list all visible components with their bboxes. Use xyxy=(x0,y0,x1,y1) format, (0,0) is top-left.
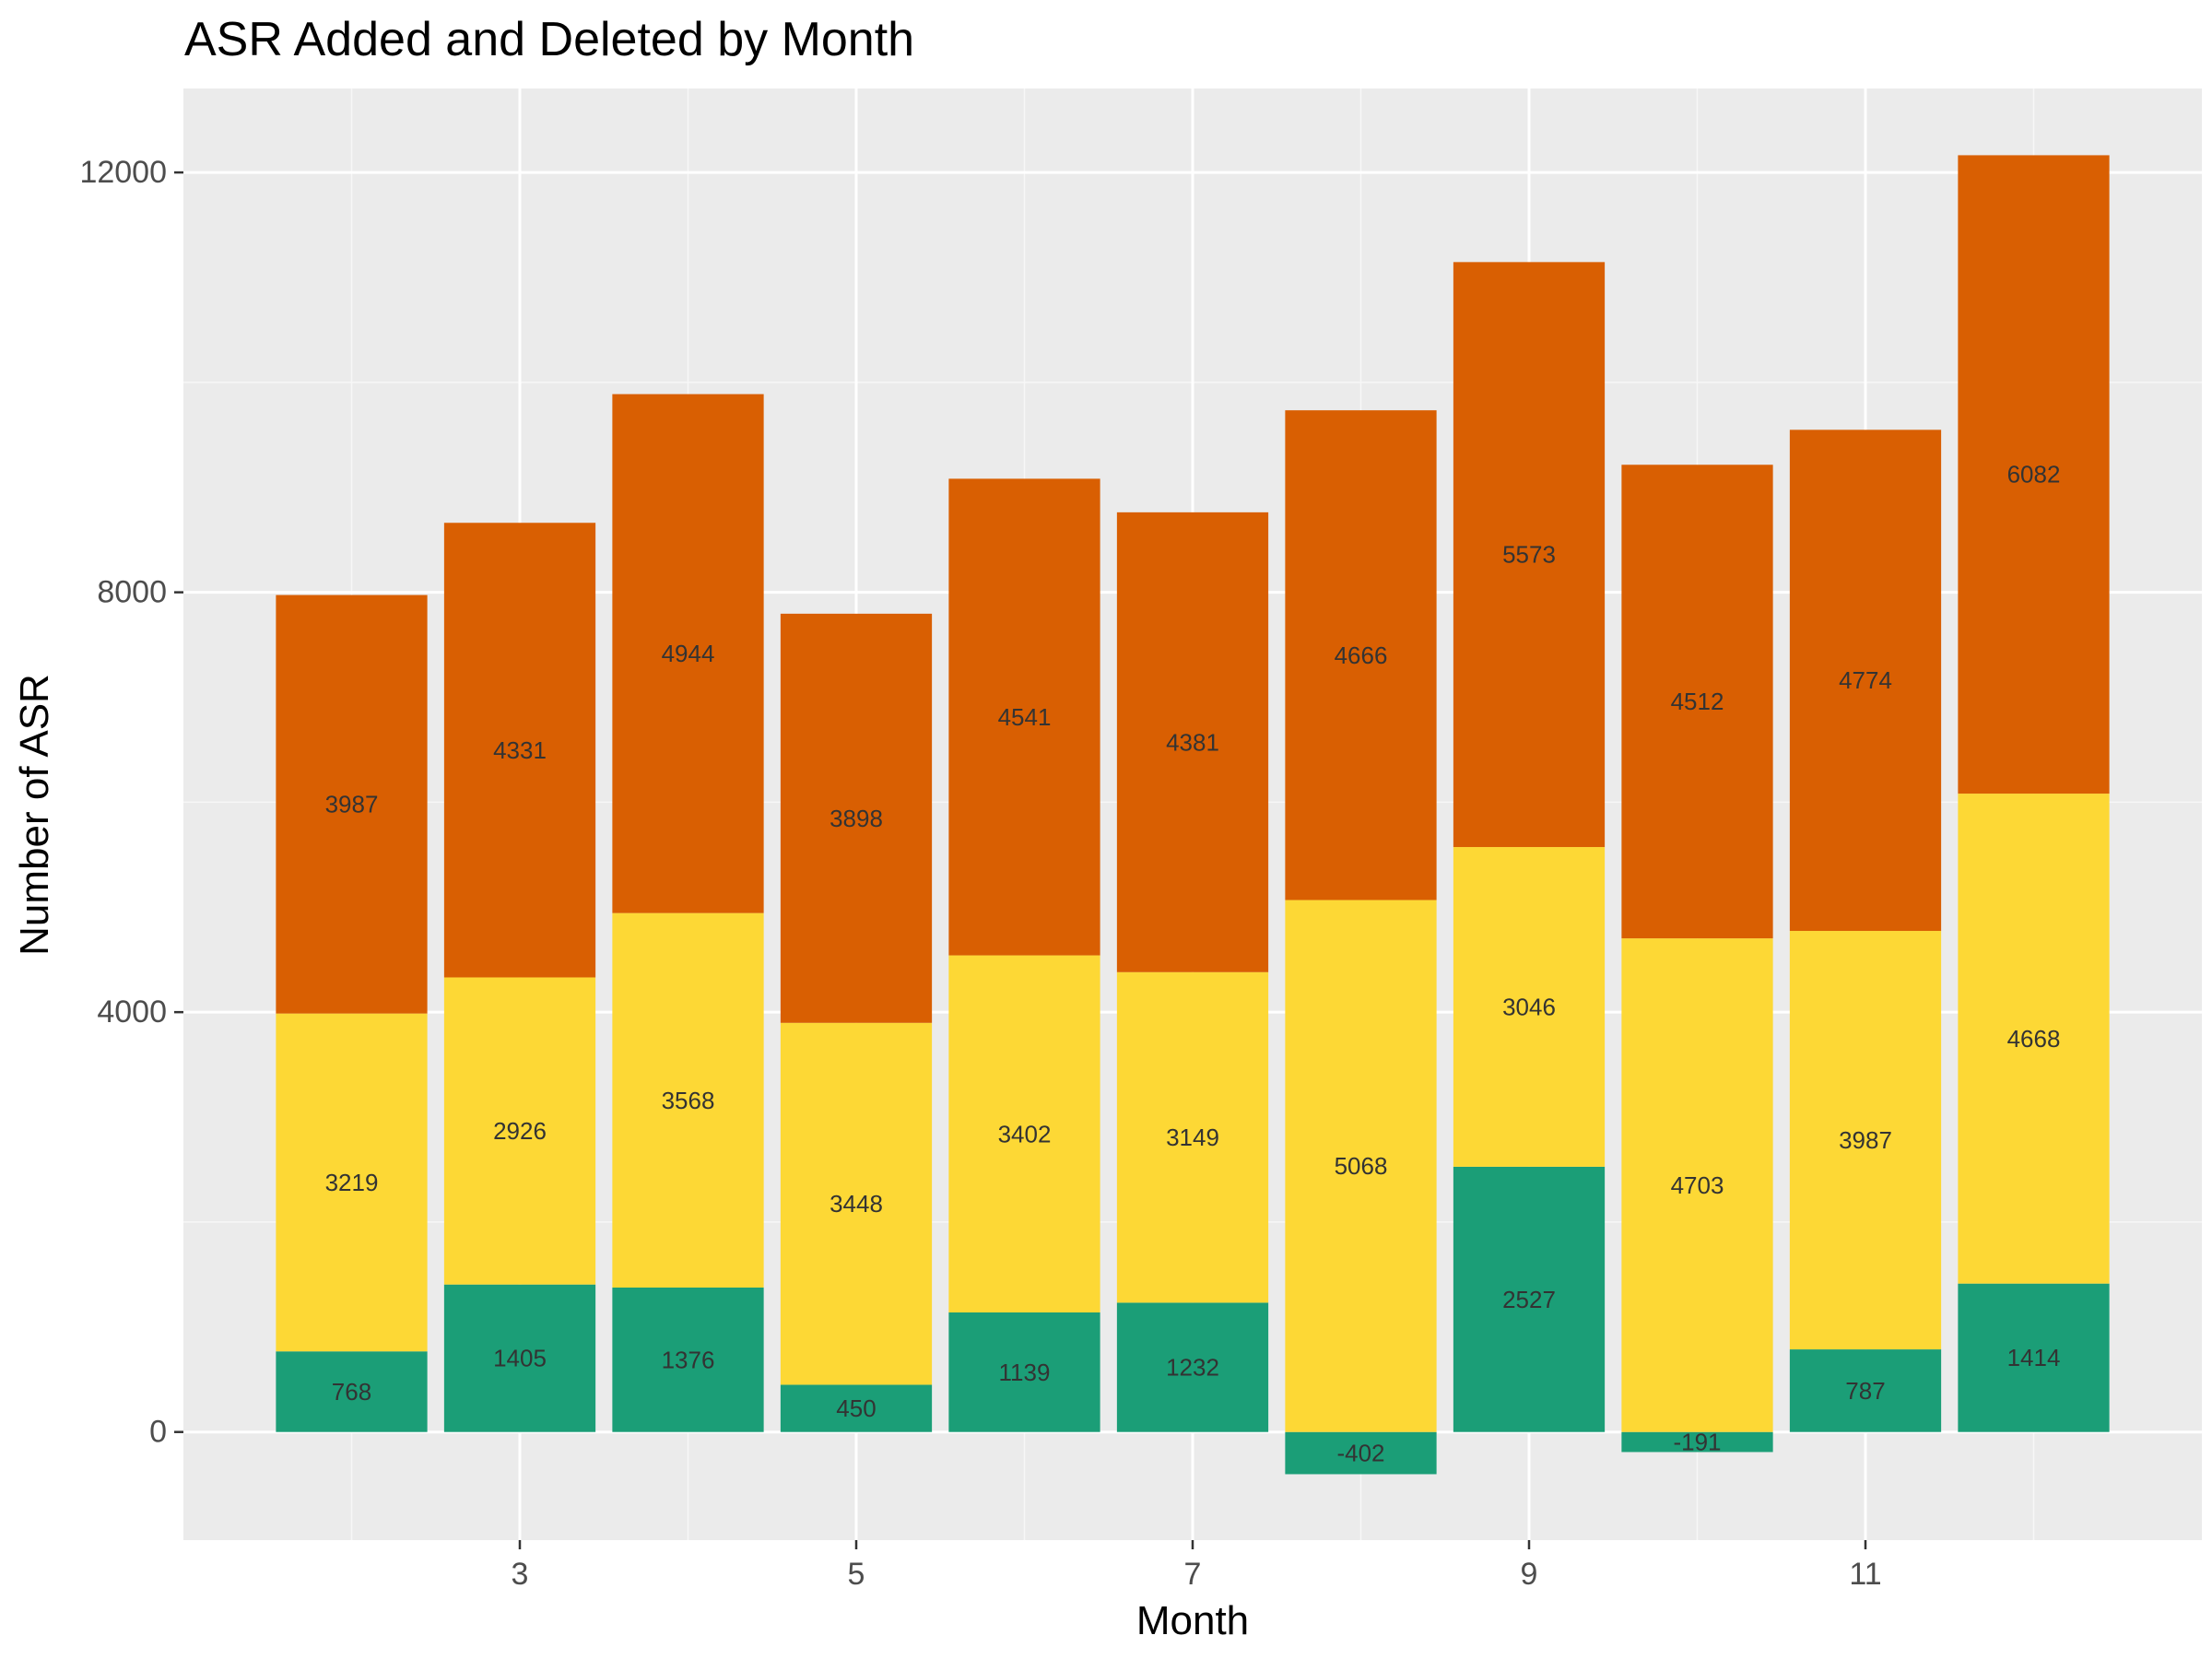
data-label: 3219 xyxy=(325,1169,379,1196)
bar-segment-month-9-series-3 xyxy=(1453,262,1606,848)
bar-segment-month-4-series-3 xyxy=(612,394,764,913)
x-tick-label: 3 xyxy=(512,1557,529,1592)
data-label: 4381 xyxy=(1166,728,1219,756)
bar-segment-month-4-series-2 xyxy=(612,912,764,1288)
bar-segment-month-3-series-2 xyxy=(443,977,596,1285)
x-tick-label: 11 xyxy=(1849,1557,1881,1592)
data-label: 4944 xyxy=(662,640,715,667)
data-label: -191 xyxy=(1673,1429,1721,1456)
x-axis-title: Month xyxy=(1136,1598,1249,1643)
bar-segment-month-6-series-2 xyxy=(948,955,1100,1312)
bar-segment-month-7-series-2 xyxy=(1116,971,1269,1303)
data-label: 768 xyxy=(332,1378,371,1406)
data-label: 3898 xyxy=(830,805,883,832)
data-label: 4331 xyxy=(493,736,547,764)
bar-segment-month-11-series-2 xyxy=(1789,931,1942,1350)
data-label: 5068 xyxy=(1335,1152,1388,1180)
bar-segment-month-2-series-3 xyxy=(276,594,428,1014)
bar-segment-month-8-series-2 xyxy=(1285,900,1437,1432)
bar-segment-month-12-series-1 xyxy=(1958,1283,2110,1432)
data-label: 3046 xyxy=(1502,993,1556,1020)
bar-segment-month-2-series-1 xyxy=(276,1351,428,1432)
data-label: 3987 xyxy=(325,791,379,818)
data-label: 1405 xyxy=(493,1345,547,1372)
y-axis-title: Number of ASR xyxy=(12,674,57,956)
axes: 0 4000 8000 12000 3 5 7 9 11 xyxy=(79,155,1881,1592)
bar-segment-month-10-series-2 xyxy=(1621,938,1773,1432)
bar-segment-month-2-series-2 xyxy=(276,1013,428,1352)
bar-segment-month-4-series-1 xyxy=(612,1287,764,1432)
data-label: 4541 xyxy=(998,703,1052,731)
data-label: 3568 xyxy=(662,1087,715,1114)
bar-segment-month-12-series-3 xyxy=(1958,155,2110,794)
data-label: -402 xyxy=(1336,1440,1384,1467)
y-tick-label: 8000 xyxy=(97,575,167,610)
bar-segment-month-10-series-1 xyxy=(1621,1431,1773,1453)
bar-segment-month-6-series-1 xyxy=(948,1312,1100,1432)
bar-segment-month-5-series-3 xyxy=(780,613,933,1023)
x-tick-label: 5 xyxy=(848,1557,865,1592)
y-tick-label: 0 xyxy=(149,1415,167,1450)
bar-segment-month-5-series-2 xyxy=(780,1022,933,1385)
bar-segment-month-11-series-3 xyxy=(1789,429,1942,932)
data-label: 3402 xyxy=(998,1120,1052,1147)
data-label: 5573 xyxy=(1502,541,1556,569)
data-label: 6082 xyxy=(2007,461,2061,488)
bar-segment-month-9-series-1 xyxy=(1453,1166,1606,1432)
data-label: 4666 xyxy=(1335,641,1388,669)
chart-title: ASR Added and Deleted by Month xyxy=(184,13,914,66)
data-labels: 768 3219 3987 1405 2926 4331 1376 3568 4944 450 34… xyxy=(325,461,2061,1467)
bar-segment-month-6-series-3 xyxy=(948,478,1100,956)
data-label: 1232 xyxy=(1166,1354,1219,1382)
bar-segment-month-7-series-1 xyxy=(1116,1302,1269,1432)
bar-segment-month-10-series-3 xyxy=(1621,465,1773,939)
data-label: 2527 xyxy=(1502,1286,1556,1313)
x-tick-label: 7 xyxy=(1184,1557,1202,1592)
data-label: 787 xyxy=(1845,1377,1885,1405)
bar-segment-month-5-series-1 xyxy=(780,1384,933,1432)
bar-segment-month-9-series-2 xyxy=(1453,847,1606,1167)
data-label: 4512 xyxy=(1671,688,1724,715)
data-label: 3987 xyxy=(1839,1126,1892,1154)
data-label: 1414 xyxy=(2007,1344,2061,1371)
bar-segment-month-8-series-1 xyxy=(1285,1431,1437,1475)
bar-segment-month-12-series-2 xyxy=(1958,794,2110,1284)
bar-segment-month-7-series-3 xyxy=(1116,512,1269,972)
y-tick-label: 12000 xyxy=(79,155,167,190)
bar-segment-month-3-series-1 xyxy=(443,1284,596,1432)
data-label: 4668 xyxy=(2007,1025,2061,1053)
bar-segment-month-8-series-3 xyxy=(1285,410,1437,900)
data-label: 3149 xyxy=(1166,1124,1219,1151)
data-label: 4703 xyxy=(1671,1171,1724,1199)
data-label: 4774 xyxy=(1839,666,1892,694)
bar-segment-month-11-series-1 xyxy=(1789,1349,1942,1432)
x-tick-label: 9 xyxy=(1521,1557,1538,1592)
data-label: 450 xyxy=(836,1394,876,1422)
data-label: 3448 xyxy=(830,1190,883,1218)
data-label: 1139 xyxy=(999,1359,1051,1386)
data-label: 1376 xyxy=(662,1346,715,1373)
y-tick-label: 4000 xyxy=(97,994,167,1030)
bar-segment-month-3-series-3 xyxy=(443,523,596,978)
data-label: 2926 xyxy=(493,1117,547,1145)
bars xyxy=(276,155,2110,1475)
